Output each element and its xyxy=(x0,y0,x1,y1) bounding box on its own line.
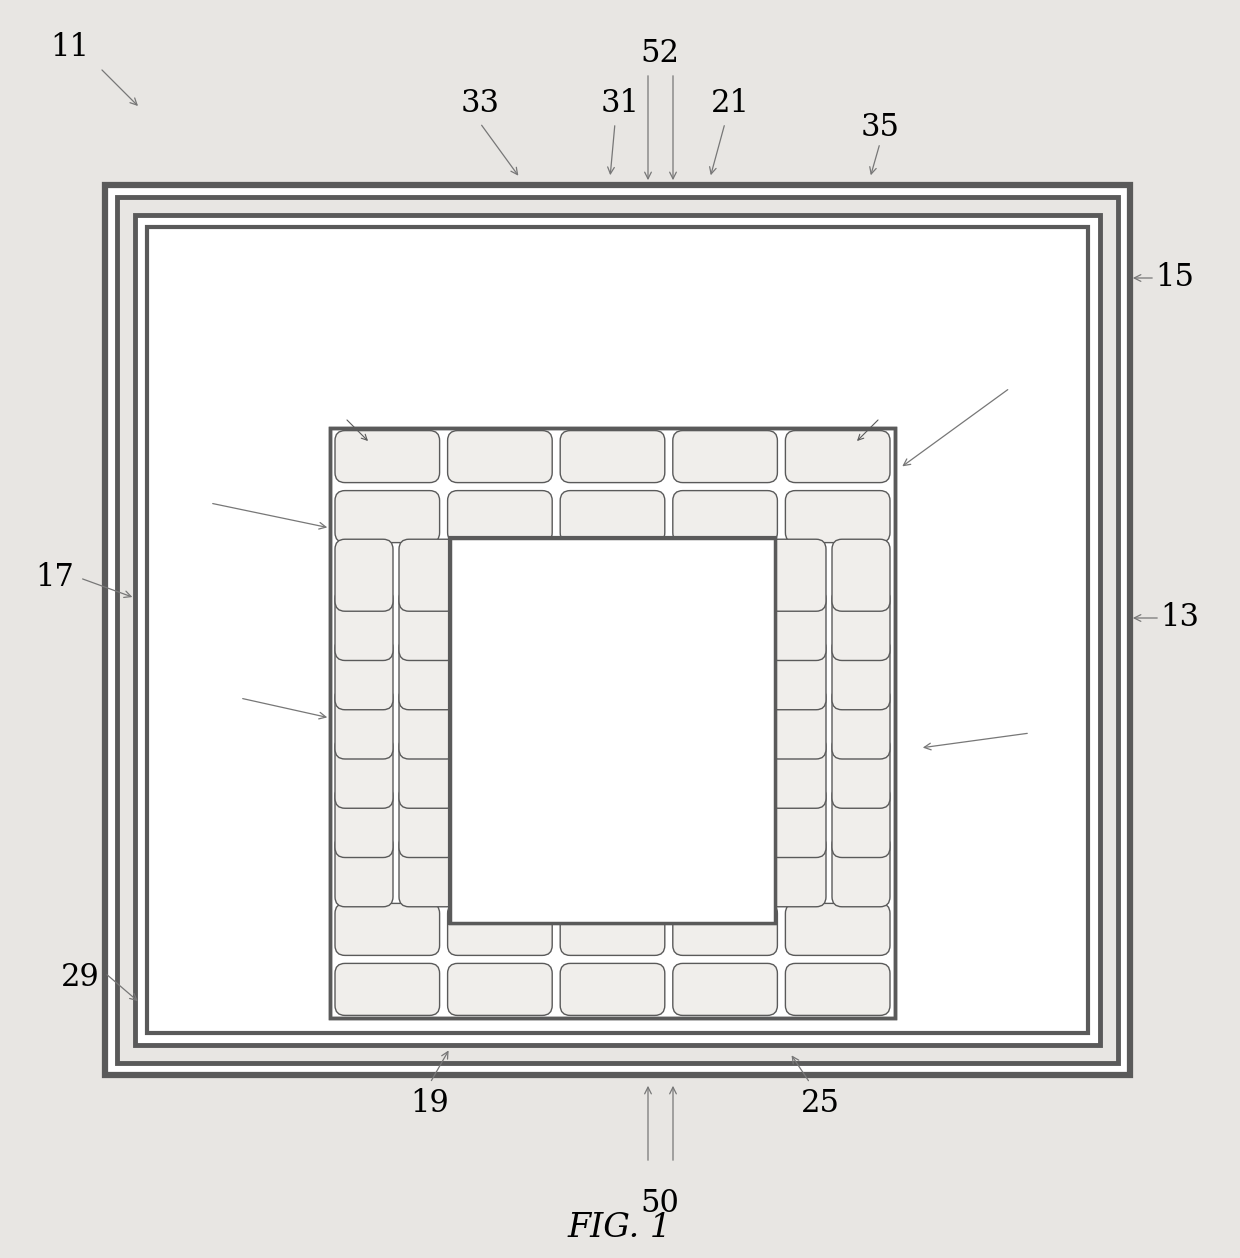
FancyBboxPatch shape xyxy=(448,964,552,1015)
Text: 31: 31 xyxy=(600,88,640,118)
FancyBboxPatch shape xyxy=(399,638,458,710)
Text: 13: 13 xyxy=(1161,603,1199,634)
Bar xyxy=(148,226,1087,1033)
FancyBboxPatch shape xyxy=(768,589,826,660)
Bar xyxy=(330,428,895,1018)
Text: 33: 33 xyxy=(460,88,500,118)
Text: 15: 15 xyxy=(1156,263,1194,293)
Text: 35: 35 xyxy=(861,112,899,143)
FancyBboxPatch shape xyxy=(785,491,890,542)
FancyBboxPatch shape xyxy=(399,736,458,808)
FancyBboxPatch shape xyxy=(673,491,777,542)
FancyBboxPatch shape xyxy=(335,589,393,660)
FancyBboxPatch shape xyxy=(448,430,552,483)
FancyBboxPatch shape xyxy=(399,589,458,660)
FancyBboxPatch shape xyxy=(832,835,890,907)
FancyBboxPatch shape xyxy=(673,430,777,483)
Text: 41: 41 xyxy=(1030,712,1069,743)
FancyBboxPatch shape xyxy=(832,785,890,858)
FancyBboxPatch shape xyxy=(399,835,458,907)
FancyBboxPatch shape xyxy=(673,964,777,1015)
FancyBboxPatch shape xyxy=(399,540,458,611)
FancyBboxPatch shape xyxy=(560,903,665,955)
FancyBboxPatch shape xyxy=(832,638,890,710)
Bar xyxy=(450,538,775,923)
FancyBboxPatch shape xyxy=(768,785,826,858)
FancyBboxPatch shape xyxy=(785,430,890,483)
Text: 45: 45 xyxy=(166,483,205,513)
FancyBboxPatch shape xyxy=(335,687,393,759)
Text: 52: 52 xyxy=(641,38,680,68)
Text: 31: 31 xyxy=(1011,362,1049,394)
FancyBboxPatch shape xyxy=(768,835,826,907)
Text: 29: 29 xyxy=(61,962,99,994)
FancyBboxPatch shape xyxy=(335,835,393,907)
FancyBboxPatch shape xyxy=(673,903,777,955)
Text: 17: 17 xyxy=(36,562,74,594)
FancyBboxPatch shape xyxy=(448,903,552,955)
Text: 11: 11 xyxy=(51,33,89,63)
FancyBboxPatch shape xyxy=(399,687,458,759)
Bar xyxy=(450,538,775,923)
FancyBboxPatch shape xyxy=(448,491,552,542)
FancyBboxPatch shape xyxy=(560,430,665,483)
Text: FIG. 1: FIG. 1 xyxy=(568,1211,672,1244)
FancyBboxPatch shape xyxy=(768,638,826,710)
FancyBboxPatch shape xyxy=(335,903,440,955)
Text: 31: 31 xyxy=(196,683,234,713)
FancyBboxPatch shape xyxy=(785,903,890,955)
FancyBboxPatch shape xyxy=(832,589,890,660)
FancyBboxPatch shape xyxy=(832,540,890,611)
Text: 25: 25 xyxy=(801,1087,839,1118)
FancyBboxPatch shape xyxy=(768,736,826,808)
FancyBboxPatch shape xyxy=(560,964,665,1015)
Bar xyxy=(135,215,1100,1045)
Bar xyxy=(330,428,895,1018)
FancyBboxPatch shape xyxy=(832,687,890,759)
Text: 19: 19 xyxy=(410,1087,449,1118)
FancyBboxPatch shape xyxy=(335,540,393,611)
FancyBboxPatch shape xyxy=(335,964,440,1015)
Text: 21: 21 xyxy=(711,88,749,118)
Bar xyxy=(105,185,1130,1076)
FancyBboxPatch shape xyxy=(785,964,890,1015)
FancyBboxPatch shape xyxy=(832,736,890,808)
FancyBboxPatch shape xyxy=(335,638,393,710)
FancyBboxPatch shape xyxy=(399,785,458,858)
FancyBboxPatch shape xyxy=(560,491,665,542)
FancyBboxPatch shape xyxy=(335,491,440,542)
FancyBboxPatch shape xyxy=(768,687,826,759)
Bar xyxy=(117,198,1118,1063)
FancyBboxPatch shape xyxy=(768,540,826,611)
FancyBboxPatch shape xyxy=(335,430,440,483)
FancyBboxPatch shape xyxy=(335,785,393,858)
Text: 50: 50 xyxy=(641,1188,680,1219)
FancyBboxPatch shape xyxy=(335,736,393,808)
